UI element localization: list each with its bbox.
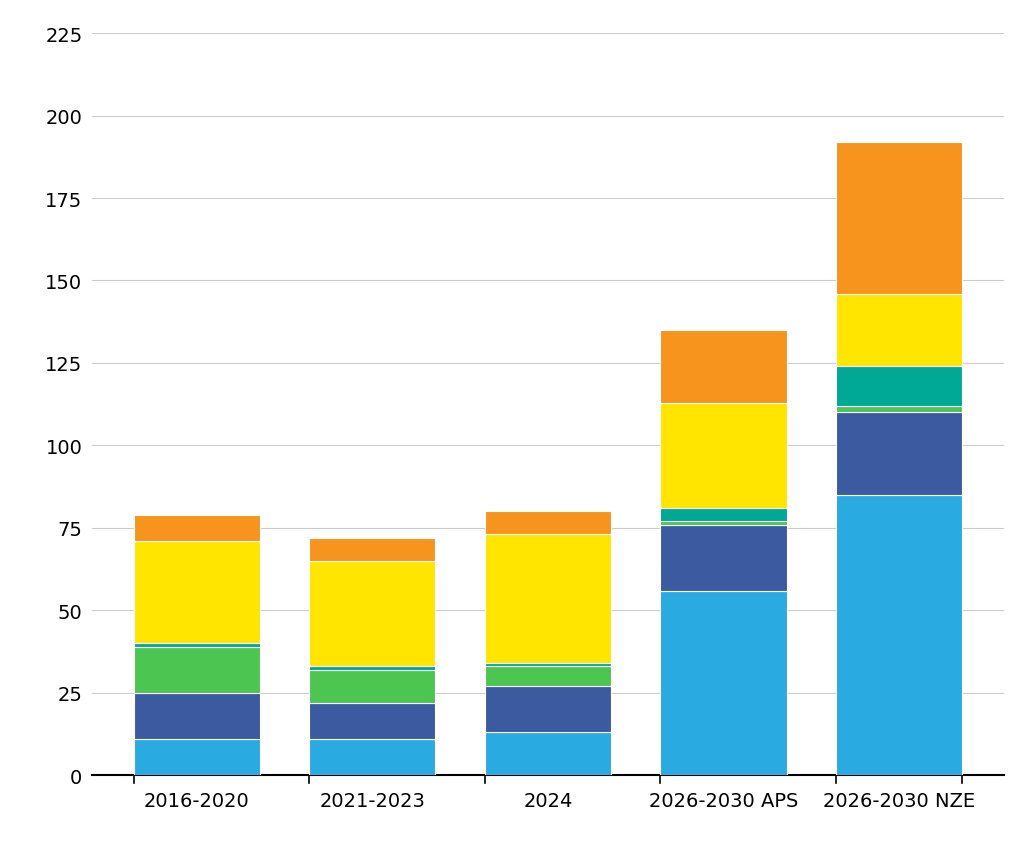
Bar bbox=[484, 664, 611, 666]
Bar bbox=[309, 538, 435, 561]
Bar bbox=[660, 521, 786, 525]
Bar bbox=[836, 294, 963, 367]
Bar bbox=[133, 647, 260, 693]
Bar bbox=[836, 406, 963, 413]
Bar bbox=[484, 666, 611, 687]
Bar bbox=[133, 643, 260, 647]
Bar bbox=[309, 561, 435, 666]
Bar bbox=[133, 739, 260, 775]
Bar bbox=[484, 535, 611, 664]
Bar bbox=[133, 515, 260, 541]
Bar bbox=[836, 495, 963, 775]
Bar bbox=[484, 687, 611, 733]
Bar bbox=[484, 733, 611, 775]
Bar bbox=[660, 525, 786, 590]
Bar bbox=[309, 670, 435, 703]
Bar bbox=[133, 693, 260, 739]
Bar bbox=[133, 541, 260, 643]
Bar bbox=[484, 512, 611, 535]
Bar bbox=[660, 331, 786, 403]
Bar bbox=[309, 666, 435, 670]
Bar bbox=[836, 413, 963, 495]
Bar bbox=[660, 509, 786, 521]
Bar bbox=[309, 739, 435, 775]
Bar bbox=[836, 143, 963, 294]
Bar bbox=[309, 703, 435, 739]
Bar bbox=[836, 367, 963, 406]
Bar bbox=[660, 590, 786, 775]
Bar bbox=[660, 403, 786, 509]
